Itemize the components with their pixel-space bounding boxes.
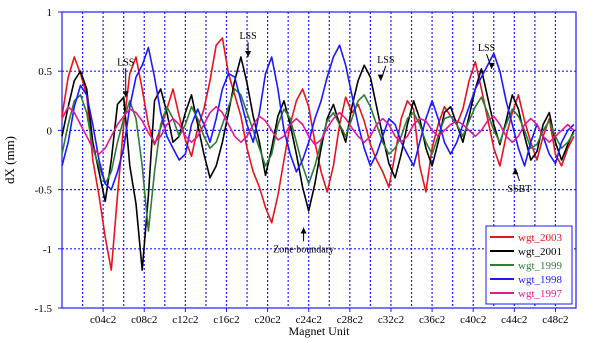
x-tick-label: c28c2 (337, 314, 363, 326)
y-tick-label: 1 (47, 7, 53, 19)
annotation-label: LSS (377, 55, 394, 66)
series-line (61, 88, 575, 232)
series-line (61, 44, 575, 191)
legend: wgt_2003 wgt_2001 wgt_1999 wgt_1998 wgt_1997 (485, 225, 573, 305)
annotation-arrowhead (512, 168, 519, 175)
annotation-arrowhead (245, 50, 252, 57)
annotation-arrowhead (300, 227, 307, 234)
x-tick-label: c44c2 (501, 314, 527, 326)
annotation-label: LSS (117, 57, 134, 68)
legend-label: wgt_2001 (518, 246, 562, 258)
series-line (61, 56, 575, 271)
y-tick-label: 0 (47, 125, 53, 137)
y-tick-label: 0.5 (38, 66, 52, 78)
legend-label: wgt_1999 (518, 260, 563, 272)
series-lines (61, 37, 575, 271)
x-tick-label: c40c2 (460, 314, 486, 326)
x-tick-label: c12c2 (172, 314, 198, 326)
legend-label: wgt_2003 (518, 232, 563, 244)
annotation-arrowhead (122, 91, 129, 98)
legend-label: wgt_1997 (518, 288, 563, 300)
x-tick-label: c08c2 (131, 314, 157, 326)
x-tick-label: c48c2 (542, 314, 568, 326)
x-tick-label: c20c2 (254, 314, 280, 326)
annotations: LSS LSS LSS LSS Zone boundary SSBT (117, 31, 531, 255)
x-axis-label: Magnet Unit (289, 324, 351, 338)
y-tick-label: -0.5 (35, 185, 53, 197)
annotation-arrowhead (488, 62, 495, 69)
y-axis-label: dX (mm) (2, 136, 17, 184)
series-line (61, 105, 575, 155)
y-axis-ticks: -1.5 -1 -0.5 0 0.5 1 (35, 7, 62, 315)
annotation-arrowhead (377, 74, 384, 81)
gridlines (62, 12, 576, 308)
annotation-label: Zone boundary (273, 244, 334, 255)
x-tick-label: c36c2 (419, 314, 445, 326)
plot-area (61, 11, 577, 309)
legend-label: wgt_1998 (518, 274, 563, 286)
y-tick-label: -1 (43, 244, 52, 256)
y-tick-label: -1.5 (35, 303, 53, 315)
x-tick-label: c32c2 (378, 314, 404, 326)
x-tick-label: c04c2 (90, 314, 116, 326)
annotation-label: LSS (239, 31, 256, 42)
x-axis-ticks: c04c2 c08c2 c12c2 c16c2 c20c2 c24c2 c28c2 c32c2… (90, 308, 569, 326)
annotation-label: LSS (478, 43, 495, 54)
annotation-label: SSBT (508, 184, 532, 195)
x-tick-label: c16c2 (213, 314, 239, 326)
x-tick-label: c24c2 (296, 314, 322, 326)
